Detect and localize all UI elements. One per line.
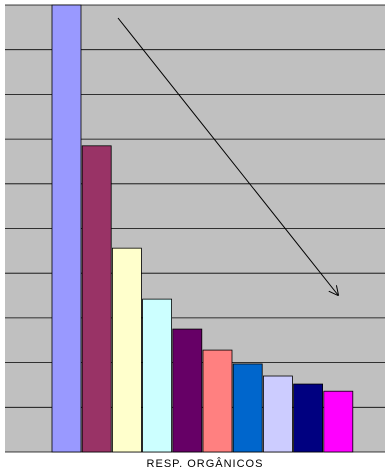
bar: [172, 328, 203, 453]
bar: [293, 383, 324, 453]
bar: [51, 4, 82, 453]
bar: [202, 349, 233, 453]
bar: [323, 390, 354, 453]
bar: [81, 145, 112, 453]
bar: [262, 375, 293, 453]
x-axis-label: RESP. ORGÂNICOS: [147, 457, 264, 470]
bar: [142, 298, 173, 453]
bar: [112, 247, 142, 453]
trend-arrow: [117, 17, 338, 295]
bar: [232, 363, 263, 453]
